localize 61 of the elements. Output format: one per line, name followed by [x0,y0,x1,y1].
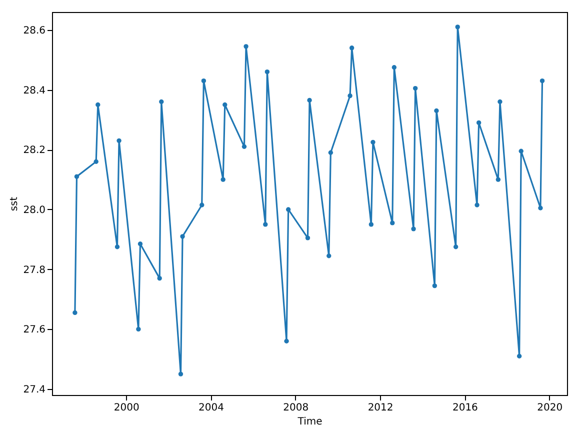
point [138,242,143,246]
point [496,177,501,182]
point [74,174,80,179]
point [476,120,482,126]
y-tick-label: 27.4 [23,384,46,396]
point [434,108,439,114]
point [411,226,416,232]
point [201,78,206,84]
point [498,99,502,104]
point [540,78,545,84]
point [116,138,122,144]
point [222,102,228,108]
point [368,222,374,227]
y-tick-label: 27.8 [23,264,46,276]
y-tick-label: 28.0 [23,204,46,216]
x-axis-title: Time [296,416,322,428]
point [180,234,185,239]
point [518,148,524,154]
point [432,283,438,288]
point [178,372,184,376]
point [538,206,543,210]
point [96,102,100,108]
y-tick-label: 28.2 [23,145,46,156]
x-tick-label: 2016 [452,402,478,414]
point [114,244,120,250]
point [307,98,312,103]
point [244,44,248,49]
point [94,159,98,164]
point [72,310,78,316]
x-tick-label: 2020 [537,402,563,414]
point [328,150,334,155]
point [370,140,376,144]
point [348,93,352,98]
point [326,254,332,258]
point [474,202,480,208]
point [159,99,164,104]
point [200,202,204,208]
point [157,276,162,281]
point [286,207,291,212]
x-tick-label: 2008 [283,402,309,414]
point [264,70,270,74]
point [349,46,354,50]
point [390,220,395,226]
point [412,86,418,91]
x-tick-label: 2000 [114,402,140,414]
point [453,244,458,250]
point [284,338,289,344]
point [220,177,226,182]
point [392,65,397,70]
point [136,326,141,332]
y-tick-label: 28.6 [23,25,46,36]
y-tick-label: 28.4 [23,85,46,96]
point [305,236,310,240]
y-tick-label: 27.6 [23,324,46,336]
point [242,144,247,149]
x-tick-label: 2012 [368,402,394,414]
point [263,222,268,227]
y-axis-title: sst [9,196,20,212]
point [455,24,460,30]
x-tick-label: 2004 [198,402,224,414]
point [516,354,522,358]
